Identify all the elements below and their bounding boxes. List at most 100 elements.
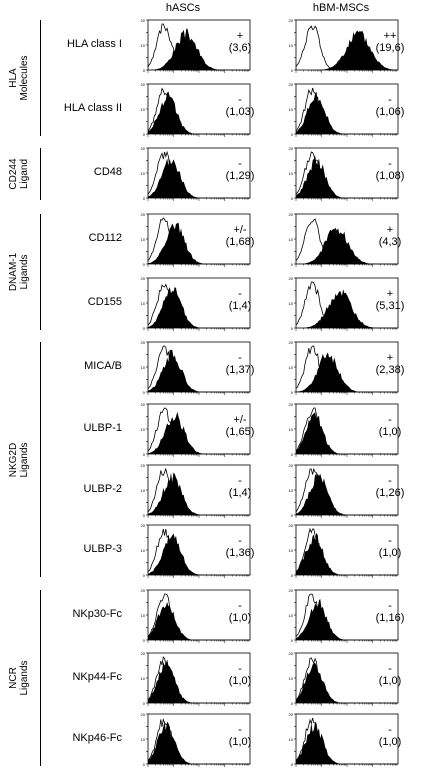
histogram-panel: 20 10 0 (289, 651, 399, 706)
y-axis-tick-label: 20 (141, 463, 146, 468)
expression-grade: - (1,0) (218, 724, 262, 748)
group-label: NCR Ligands (8, 643, 32, 713)
marker-label: HLA class I (66, 38, 122, 50)
marker-histogram-filled (148, 602, 250, 640)
histogram-panel: 20 10 0 (141, 82, 251, 137)
expression-grade-symbol: - (238, 535, 242, 547)
histogram-panel: 20 10 0 (289, 276, 399, 331)
y-axis-tick-label: 0 (143, 701, 146, 706)
expression-grade-symbol: - (388, 94, 392, 106)
y-axis-tick-label: 20 (141, 340, 146, 345)
y-axis-tick-label: 20 (289, 212, 294, 217)
y-axis-tick-label: 20 (289, 712, 294, 717)
group-label-line: Molecules (19, 55, 30, 101)
histogram-panel: 20 10 0 (289, 18, 399, 73)
mfi-ratio: (5,31) (375, 300, 405, 312)
y-axis-tick-label: 10 (289, 107, 294, 112)
expression-grade-symbol: - (388, 475, 392, 487)
group-bracket-line (40, 590, 41, 766)
y-axis-tick-label: 20 (141, 82, 146, 87)
y-axis-tick-label: 10 (289, 365, 294, 370)
expression-grade: - (1,16) (368, 600, 412, 624)
expression-grade-symbol: - (238, 288, 242, 300)
y-axis-tick-label: 0 (291, 701, 294, 706)
marker-label: ULBP-1 (83, 422, 122, 434)
mfi-ratio: (1,4) (228, 487, 252, 499)
expression-grade-symbol: + (386, 224, 394, 236)
marker-histogram-filled (148, 411, 250, 454)
marker-label: MICA/B (84, 360, 122, 372)
histogram-panel: 20 10 0 (289, 402, 399, 457)
column-header-hbm-mscs: hBM-MSCs (312, 2, 370, 14)
y-axis-tick-label: 0 (291, 390, 294, 395)
group-bracket-line (40, 20, 41, 136)
column-header-hascs: hASCs (165, 2, 201, 14)
flow-cytometry-figure: hASCs hBM-MSCs HLA Molecules CD244 Ligand DN… (8, 2, 412, 767)
y-axis-tick-label: 10 (289, 737, 294, 742)
y-axis-tick-label: 10 (141, 365, 146, 370)
expression-grade-symbol: +/- (233, 224, 247, 236)
y-axis-tick-label: 20 (141, 712, 146, 717)
mfi-ratio: (1,26) (375, 487, 405, 499)
expression-grade: +/- (1,68) (218, 224, 262, 248)
expression-grade-symbol: - (238, 600, 242, 612)
mfi-ratio: (1,37) (225, 364, 255, 376)
y-axis-tick-label: 20 (289, 276, 294, 281)
y-axis-tick-label: 20 (289, 82, 294, 87)
histogram-panel: 20 10 0 (289, 212, 399, 267)
mfi-ratio: (1,4) (228, 300, 252, 312)
expression-grade-symbol: - (388, 414, 392, 426)
expression-grade: - (1,29) (218, 158, 262, 182)
marker-histogram-filled (296, 30, 398, 70)
marker-histogram-filled (296, 155, 398, 198)
expression-grade: - (1,0) (368, 414, 412, 438)
isotype-control-outline (147, 656, 250, 704)
y-axis-tick-label: 0 (291, 762, 294, 767)
isotype-control-outline (295, 218, 398, 265)
expression-grade: ++ (19,6) (368, 30, 412, 54)
marker-label: NKp46-Fc (72, 732, 122, 744)
mfi-ratio: (1,08) (375, 170, 405, 182)
y-axis-tick-label: 0 (291, 573, 294, 578)
y-axis-tick-label: 20 (289, 340, 294, 345)
y-axis-tick-label: 0 (291, 132, 294, 137)
y-axis-tick-label: 0 (291, 452, 294, 457)
expression-grade: - (1,0) (218, 663, 262, 687)
mfi-ratio: (1,0) (228, 675, 252, 687)
marker-histogram-filled (148, 472, 250, 515)
histogram-panel: 20 10 0 (289, 146, 399, 201)
y-axis-tick-label: 20 (141, 146, 146, 151)
histogram-panel: 20 10 0 (141, 523, 251, 578)
expression-grade: - (1,0) (368, 724, 412, 748)
mfi-ratio: (19,6) (375, 42, 405, 54)
marker-label: NKp30-Fc (72, 608, 122, 620)
group-bracket-line (40, 214, 41, 330)
group-bracket-line (40, 342, 41, 577)
marker-histogram-filled (148, 222, 250, 264)
expression-grade: - (1,06) (368, 94, 412, 118)
group-label: NKG2D Ligands (8, 425, 32, 495)
y-axis-tick-label: 10 (141, 676, 146, 681)
y-axis-tick-label: 10 (289, 548, 294, 553)
expression-grade-symbol: - (238, 475, 242, 487)
isotype-control-outline (147, 528, 250, 576)
marker-histogram-filled (296, 352, 398, 392)
y-axis-tick-label: 10 (141, 613, 146, 618)
marker-histogram-filled (296, 662, 398, 703)
mfi-ratio: (1,0) (378, 736, 402, 748)
y-axis-tick-label: 10 (141, 548, 146, 553)
mfi-ratio: (1,16) (375, 612, 405, 624)
histogram-panel: 20 10 0 (141, 18, 251, 73)
y-axis-tick-label: 10 (141, 237, 146, 242)
y-axis-tick-label: 10 (141, 737, 146, 742)
isotype-control-outline (147, 345, 250, 393)
histogram-panel: 20 10 0 (289, 588, 399, 643)
expression-grade: + (2,38) (368, 352, 412, 376)
y-axis-tick-label: 10 (289, 488, 294, 493)
y-axis-tick-label: 0 (291, 68, 294, 73)
y-axis-tick-label: 0 (291, 196, 294, 201)
y-axis-tick-label: 20 (289, 402, 294, 407)
mfi-ratio: (1,0) (378, 426, 402, 438)
expression-grade: + (5,31) (368, 288, 412, 312)
y-axis-tick-label: 0 (291, 326, 294, 331)
